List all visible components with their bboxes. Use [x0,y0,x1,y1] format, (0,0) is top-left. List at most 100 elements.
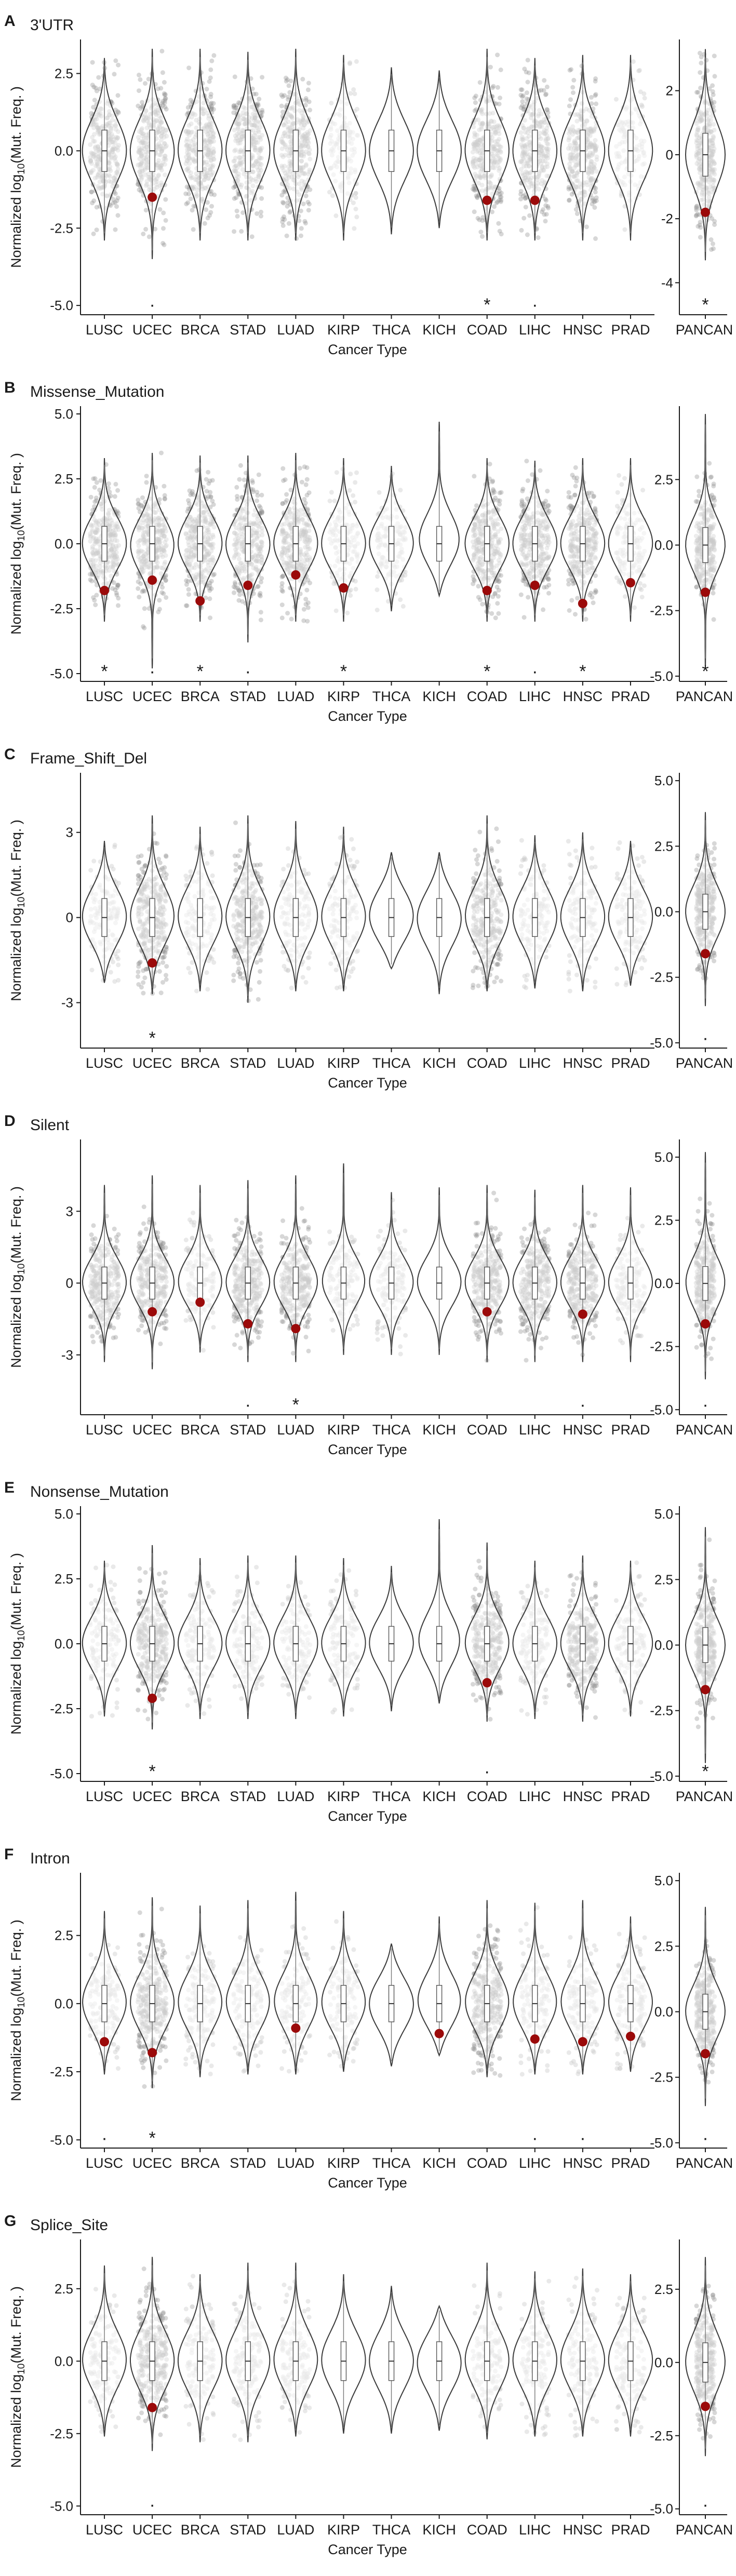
data-point [88,577,93,582]
data-point [472,95,477,100]
reference-sample-dot [530,195,540,205]
data-point [329,101,334,105]
data-point [257,503,262,508]
data-point [115,109,121,114]
data-point [161,210,166,216]
panel-letter: B [4,379,16,396]
data-point [354,214,359,220]
data-point [488,64,493,70]
data-point [113,481,118,487]
data-point [301,202,306,207]
data-point [566,186,571,192]
data-point [240,210,246,215]
data-point [186,65,192,71]
data-point [527,213,532,218]
data-point [304,587,310,593]
data-point [400,603,406,609]
data-point [301,607,306,612]
data-point [143,226,149,232]
data-point [94,227,99,233]
data-point [525,79,530,85]
data-point [302,219,307,224]
data-point [259,209,263,214]
data-point [93,85,98,90]
data-point [112,494,117,499]
data-point [523,195,528,200]
data-point [694,212,699,218]
data-point [303,482,309,487]
x-tick-label: HNSC [563,322,603,338]
data-point [115,488,121,493]
data-point [259,492,264,498]
data-point [162,497,167,502]
data-point [353,191,358,196]
data-point [209,58,215,63]
significance-marker: · [149,295,155,315]
y-axis-title-subscript: 10 [16,164,27,175]
data-point [280,110,286,115]
pancan-y-tick-label: 0 [666,147,673,163]
significance-marker: · [149,662,155,681]
x-tick-label: LUAD [277,322,314,338]
data-point [352,91,357,97]
data-point [480,234,485,239]
significance-marker: * [101,662,108,681]
reference-sample-dot [243,581,253,590]
x-tick-label: PRAD [611,322,650,338]
data-point [480,218,485,223]
reference-sample-dot [148,192,157,202]
data-point [498,199,503,204]
data-point [306,81,311,86]
data-point [568,97,573,102]
data-point [353,195,358,200]
data-point [497,189,502,194]
data-point [162,80,167,85]
data-point [399,578,404,583]
significance-marker: * [197,662,204,681]
data-point [143,81,148,86]
data-point [146,76,151,82]
data-point [712,53,717,59]
x-tick-label: UCEC [132,322,172,338]
data-point [91,198,97,203]
data-point [116,110,121,115]
data-point [114,204,119,209]
data-point [92,98,97,103]
data-point [574,211,580,216]
data-point [330,193,335,198]
data-point [111,197,116,202]
data-point [188,492,193,498]
data-point [709,247,714,252]
data-point [584,224,589,230]
data-point [90,83,95,88]
data-point [143,208,149,213]
data-point [259,196,264,201]
x-tick-label: KIRP [327,322,360,338]
data-point [280,219,285,224]
data-point [279,103,284,109]
data-point [257,593,262,598]
data-point [188,98,193,103]
significance-marker: * [484,295,490,315]
data-point [140,100,145,105]
data-point [698,70,703,75]
data-point [475,216,480,221]
data-point [258,610,263,615]
data-point [255,211,260,216]
data-point [498,96,503,100]
violin-group-A-lusc [82,58,127,241]
violin-group-A-ucec [129,48,175,259]
data-point [186,592,191,597]
data-point [622,227,627,232]
y-tick-label: 0.0 [55,536,73,552]
data-point [234,208,239,213]
x-tick-label: KIRP [327,689,360,704]
data-point [208,210,213,215]
data-point [164,595,169,600]
data-point [524,90,529,96]
data-point [92,476,98,481]
data-point [255,490,260,494]
data-point [191,227,196,232]
